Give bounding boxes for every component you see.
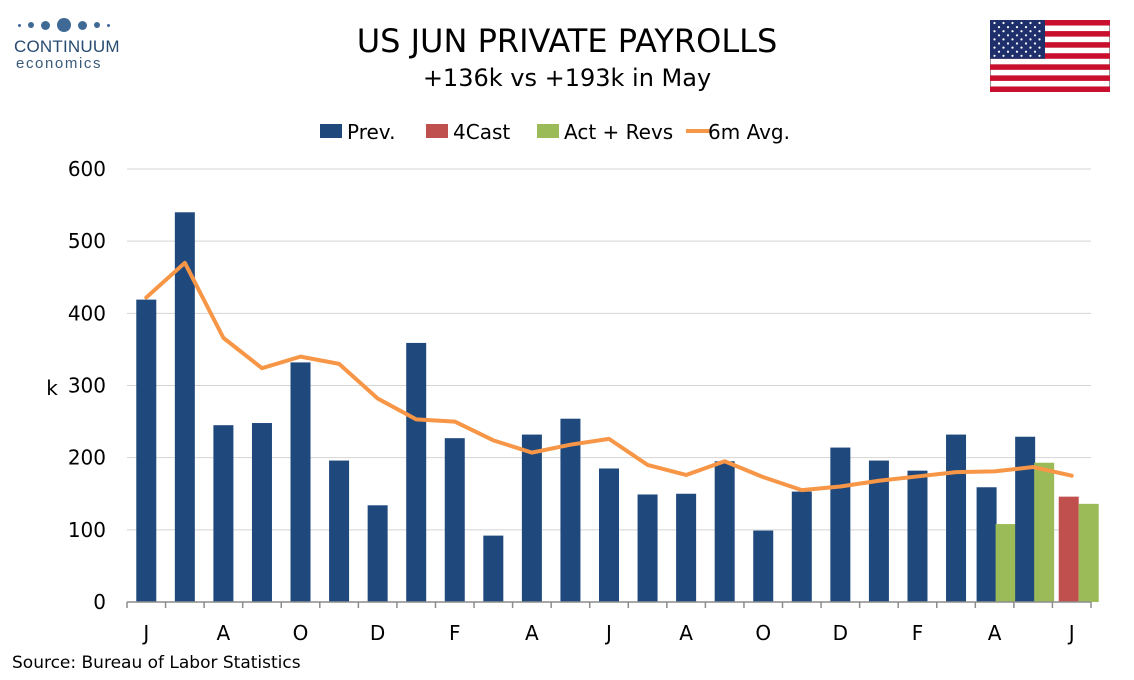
bar-prev [907, 470, 928, 602]
bar-prev [406, 342, 427, 602]
y-tick-label: 200 [68, 446, 106, 470]
bar-4cast [1058, 496, 1079, 602]
y-tick-label: 500 [68, 229, 106, 253]
legend-swatch [320, 124, 342, 138]
us-flag-icon [990, 20, 1110, 92]
x-tick-label: A [217, 621, 231, 645]
y-tick-label: 0 [93, 590, 106, 614]
avg-line-path [144, 260, 1074, 493]
bar-prev [599, 468, 619, 602]
logo-sub: economics [16, 55, 103, 72]
bar-prev [521, 434, 542, 602]
legend-swatch [537, 124, 559, 138]
bar-prev [367, 505, 388, 602]
bar-prev [791, 491, 812, 602]
x-tick-label: A [988, 621, 1002, 645]
x-tick-label: F [449, 621, 461, 645]
bar-prev [868, 460, 889, 602]
gridlines [127, 168, 1091, 531]
bar-prev [976, 487, 997, 602]
legend: Prev. 4Cast Act + Revs 6m Avg. [320, 120, 790, 144]
x-tick-label: A [679, 621, 693, 645]
legend-label: Prev. [347, 120, 395, 144]
y-axis: 0 100 200 300 400 500 600 [68, 157, 106, 614]
y-tick-label: 600 [68, 157, 106, 181]
x-tick-label: F [912, 621, 924, 645]
logo-name: CONTINUUM [14, 37, 120, 56]
x-tick-label: D [370, 621, 385, 645]
legend-label: Act + Revs [564, 120, 673, 144]
legend-label: 4Cast [453, 120, 510, 144]
x-tick-label: A [525, 621, 539, 645]
bar-prev [714, 461, 735, 602]
y-axis-label: k [46, 376, 58, 400]
bar-prev [290, 362, 311, 602]
x-tick-label: D [833, 621, 848, 645]
bar-act-revs [1034, 462, 1055, 602]
bar-prev [1015, 436, 1036, 602]
bar-prev [560, 418, 581, 602]
six-month-average-line [144, 260, 1074, 493]
bar-prev [174, 212, 195, 603]
x-tick-label: J [1067, 621, 1075, 645]
x-tick-label: O [755, 621, 771, 645]
x-tick-label: J [604, 621, 612, 645]
source-note: Source: Bureau of Labor Statistics [12, 653, 301, 673]
bar-prev [637, 494, 658, 602]
bar-prev [830, 447, 851, 602]
y-tick-label: 300 [68, 374, 106, 398]
chart-title: US JUN PRIVATE PAYROLLS [356, 22, 778, 60]
bar-prev [753, 530, 774, 602]
x-tick-label: O [293, 621, 309, 645]
bar-prev [946, 434, 967, 602]
x-tick-label: J [141, 621, 149, 645]
y-tick-label: 100 [68, 518, 106, 542]
bar-prev [136, 299, 157, 602]
bar-act-revs [1078, 503, 1099, 602]
bar-prev [444, 438, 465, 602]
bar-prev [213, 425, 234, 602]
bar-prev [251, 423, 272, 602]
bars [136, 212, 1099, 603]
bar-prev [483, 535, 504, 602]
bar-prev [329, 460, 350, 602]
legend-swatch [426, 124, 448, 138]
legend-label: 6m Avg. [708, 120, 790, 144]
chart-subtitle: +136k vs +193k in May [422, 64, 712, 92]
bar-prev [676, 493, 697, 602]
y-tick-label: 400 [68, 301, 106, 325]
bar-act-revs [995, 524, 1016, 602]
continuum-logo: CONTINUUM economics [14, 14, 134, 72]
logo-dots-icon [18, 14, 134, 36]
